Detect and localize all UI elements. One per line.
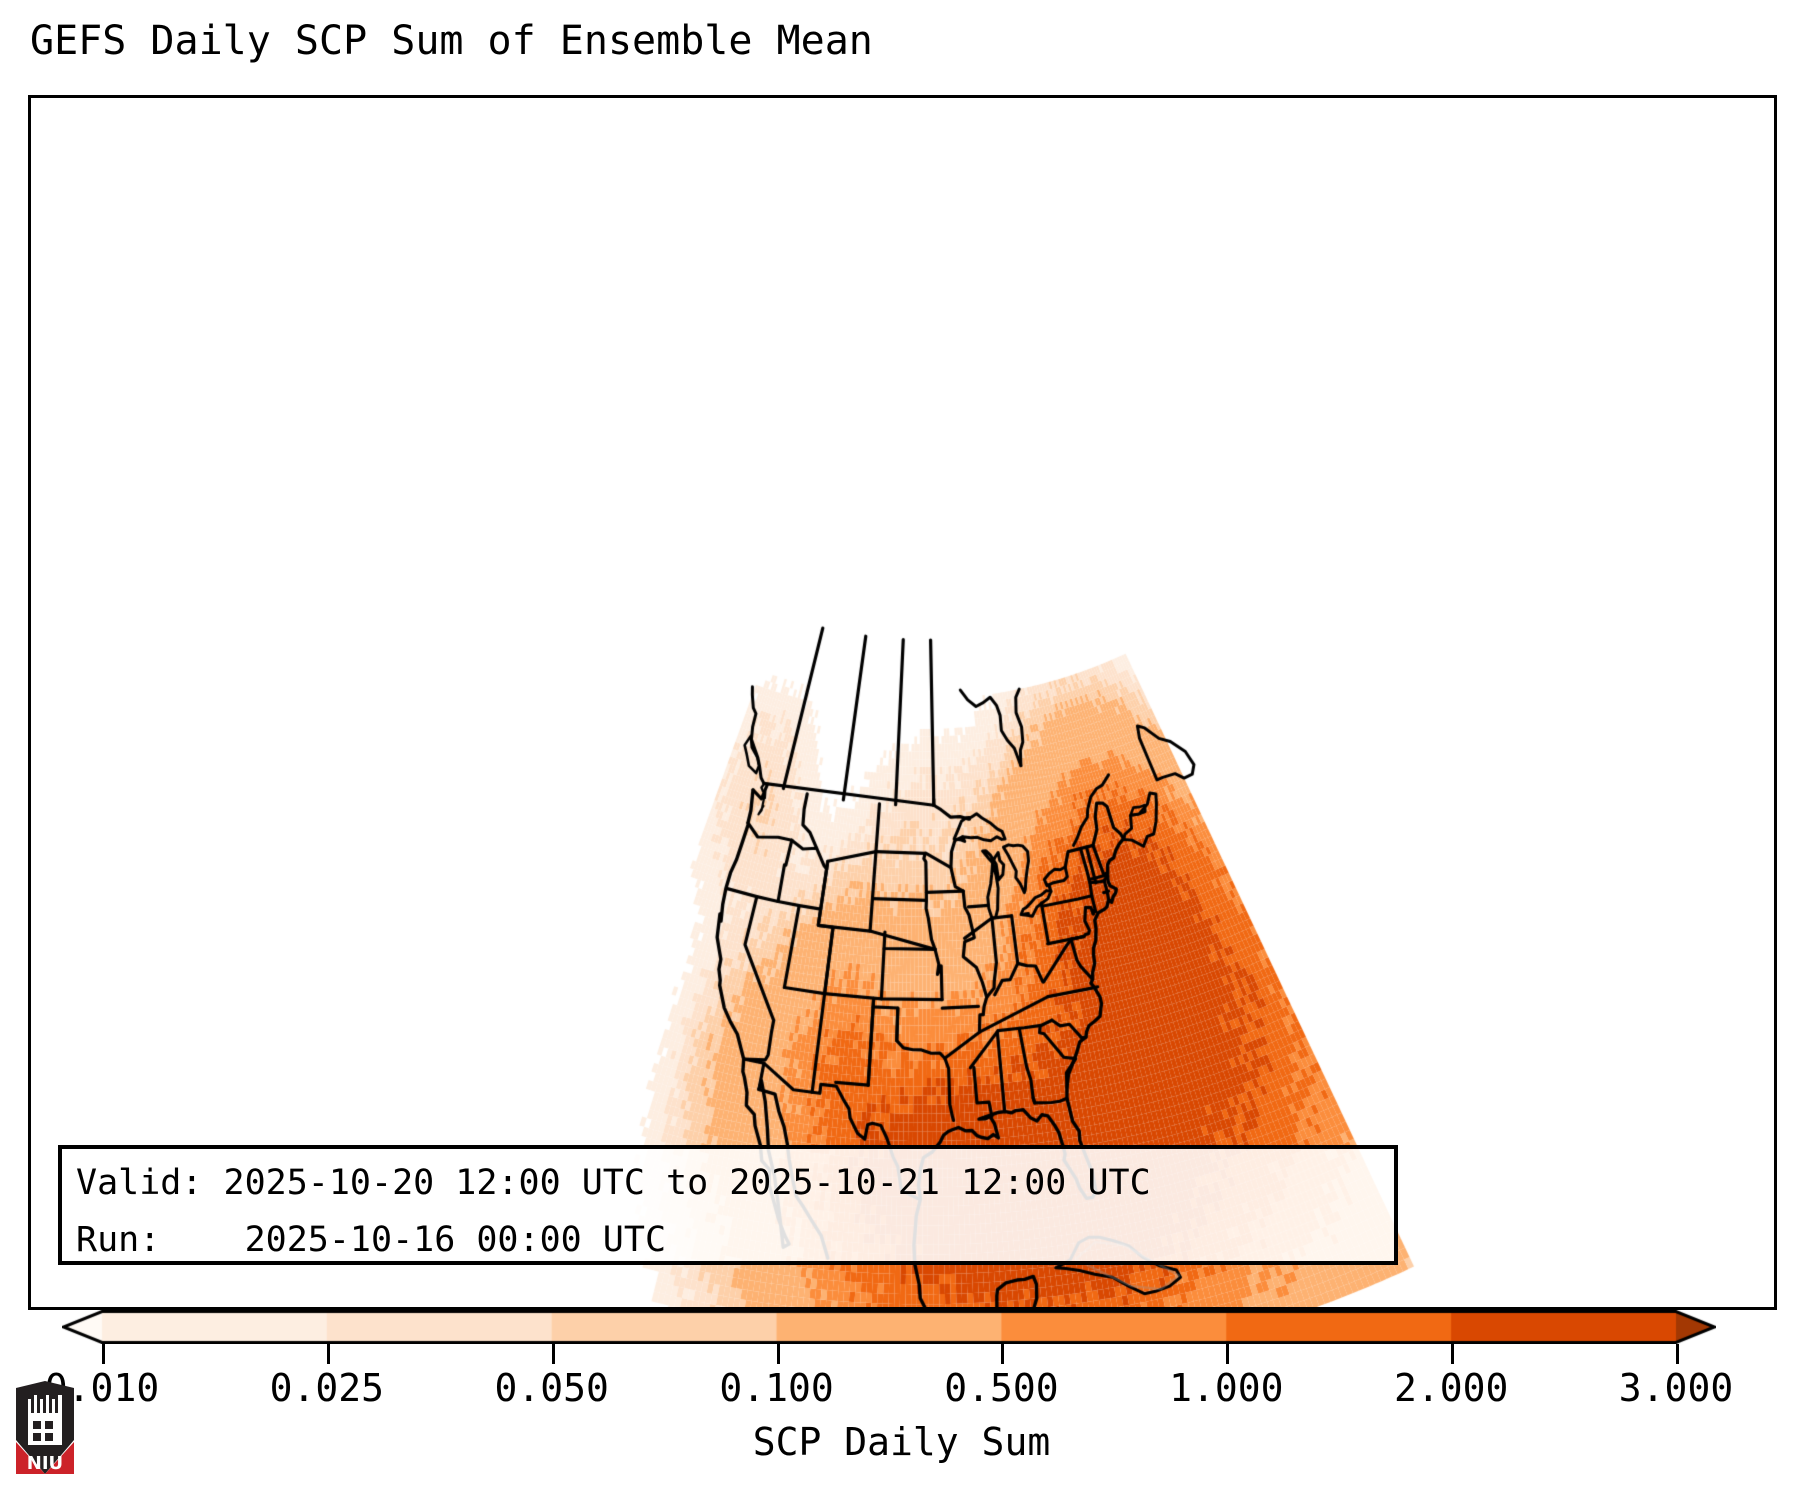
- valid-run-annotation-box: Valid: 2025-10-20 12:00 UTC to 2025-10-2…: [58, 1145, 1398, 1265]
- colorbar-tick-label: 0.025: [269, 1366, 385, 1410]
- colorbar-tick-label: 0.500: [944, 1366, 1059, 1410]
- colorbar-tick-label: 0.050: [494, 1366, 609, 1410]
- colorbar-tick: [1226, 1344, 1230, 1364]
- page-title: GEFS Daily SCP Sum of Ensemble Mean: [30, 18, 873, 64]
- colorbar-tick-label: 2.000: [1393, 1366, 1509, 1410]
- colorbar-tick: [776, 1344, 780, 1364]
- colorbar-axis-label: SCP Daily Sum: [752, 1420, 1051, 1464]
- colorbar-tick-label: 1.000: [1169, 1366, 1284, 1410]
- colorbar-tick: [1451, 1344, 1455, 1364]
- map-plot-area: [28, 95, 1777, 1310]
- colorbar-tick-label: 0.100: [719, 1366, 834, 1410]
- colorbar-tick-labels: 0.010 0.025 0.050 0.100 0.500 1.000 2.000 3.000: [0, 1366, 1803, 1416]
- niu-logo-text: NIU: [27, 1453, 63, 1474]
- colorbar-tick-label: 3.000: [1618, 1366, 1734, 1410]
- colorbar: [62, 1310, 1716, 1344]
- colorbar-tick: [1676, 1344, 1679, 1364]
- colorbar-swatches: [62, 1310, 1716, 1344]
- map-raster-canvas: [31, 98, 1774, 1307]
- run-time-line: Run: 2025-10-16 00:00 UTC: [76, 1220, 667, 1260]
- colorbar-ticks: [62, 1344, 1716, 1366]
- niu-logo: NIU: [16, 1381, 74, 1474]
- colorbar-tick: [102, 1344, 105, 1364]
- colorbar-tick: [326, 1344, 330, 1364]
- colorbar-tick: [1001, 1344, 1005, 1364]
- valid-time-line: Valid: 2025-10-20 12:00 UTC to 2025-10-2…: [76, 1163, 1151, 1203]
- colorbar-tick: [551, 1344, 555, 1364]
